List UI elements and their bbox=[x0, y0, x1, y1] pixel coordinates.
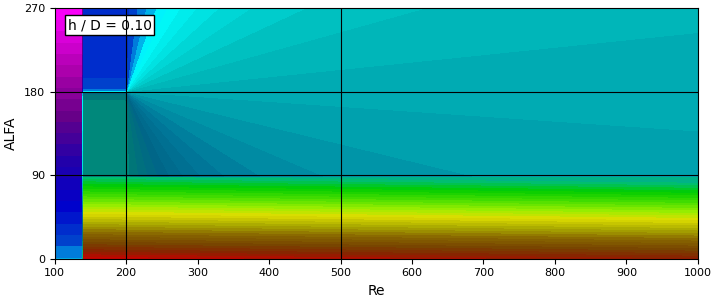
Text: h / D = 0.10: h / D = 0.10 bbox=[67, 18, 152, 32]
Y-axis label: ALFA: ALFA bbox=[4, 117, 18, 150]
X-axis label: Re: Re bbox=[367, 284, 385, 298]
